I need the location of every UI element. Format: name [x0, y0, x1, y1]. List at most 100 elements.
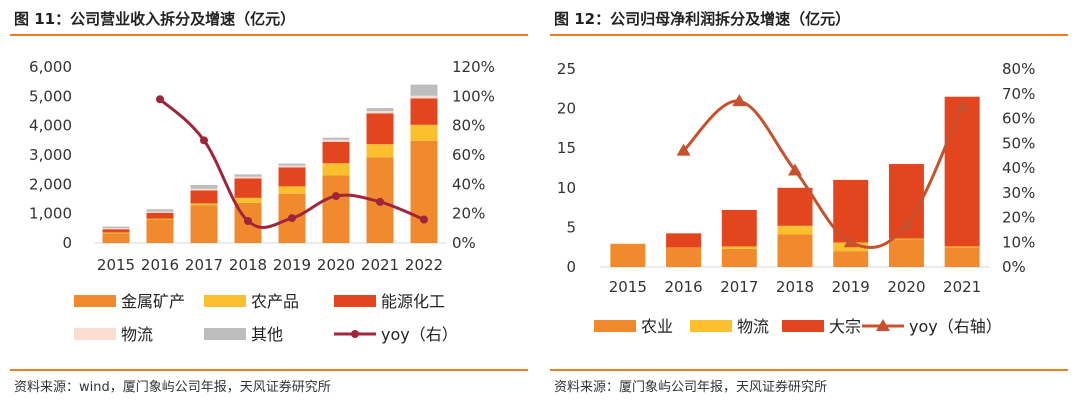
legend-swatch — [334, 295, 376, 307]
chart-title: 图 12：公司归母净利润拆分及增速（亿元） — [554, 10, 851, 28]
x-tick-label: 2015 — [97, 256, 135, 274]
bar-segment-农产品 — [102, 232, 130, 234]
yoy-point — [376, 197, 384, 206]
yoy-point — [200, 136, 208, 145]
source-divider — [10, 369, 528, 371]
legend-label: 其他 — [251, 325, 283, 344]
y2-tick-label: 20% — [1002, 209, 1035, 227]
bar-segment-其他 — [366, 108, 394, 111]
bar-segment-物流 — [777, 225, 813, 235]
legend-swatch — [74, 328, 116, 340]
x-tick-label: 2020 — [887, 278, 925, 296]
bar-segment-物流 — [366, 111, 394, 114]
yoy-point — [244, 217, 252, 225]
legend-label: yoy（右轴） — [909, 317, 1002, 336]
legend-label: 农产品 — [251, 292, 299, 311]
y2-tick-label: 10% — [1002, 233, 1035, 251]
source-note: 资料来源：wind，厦门象屿公司年报，天风证券研究所 — [14, 380, 331, 395]
bar-segment-物流 — [721, 246, 757, 249]
bar-segment-能源化工 — [234, 178, 262, 198]
y2-tick-label: 0% — [452, 234, 476, 252]
bar-segment-能源化工 — [190, 190, 218, 204]
bar-segment-大宗 — [944, 96, 980, 247]
legend-label: yoy（右） — [381, 325, 458, 344]
bar-segment-金属矿产 — [146, 219, 174, 243]
legend-swatch — [690, 320, 732, 332]
chart-panel-net-profit: 图 12：公司归母净利润拆分及增速（亿元） 0 5 10 15 20 25 0% 10% 20%… — [550, 0, 1068, 404]
y-tick-label: 2,000 — [29, 175, 72, 193]
bar-segment-物流 — [322, 139, 350, 142]
bar-segment-农业 — [833, 251, 869, 267]
bar-segment-物流 — [888, 238, 924, 240]
bar-segment-农产品 — [366, 144, 394, 158]
x-tick-label: 2021 — [943, 278, 981, 296]
yoy-line — [682, 99, 964, 250]
bar-segment-金属矿产 — [322, 175, 350, 243]
x-tick-label: 2016 — [664, 278, 702, 296]
yoy-point — [332, 192, 340, 201]
y2-tick-label: 120% — [452, 58, 495, 76]
yoy-point — [288, 214, 296, 223]
bar-segment-其他 — [234, 174, 262, 177]
y-tick-label: 20 — [557, 100, 576, 118]
y2-tick-label: 30% — [1002, 184, 1035, 202]
bar-segment-金属矿产 — [190, 205, 218, 243]
bar-segment-金属矿产 — [102, 233, 130, 243]
bar-segment-能源化工 — [366, 113, 394, 145]
y2-tick-label: 40% — [452, 175, 485, 193]
y2-tick-label: 50% — [1002, 134, 1035, 152]
bar-segment-金属矿产 — [410, 140, 438, 243]
legend-swatch — [594, 320, 636, 332]
chart-title: 图 11：公司营业收入拆分及增速（亿元） — [14, 10, 296, 28]
legend-swatch-marker — [876, 319, 890, 331]
y-tick-label: 15 — [557, 139, 576, 157]
bar-segment-物流 — [944, 246, 980, 248]
title-bar: 图 12：公司归母净利润拆分及增速（亿元） — [550, 0, 1068, 36]
y-tick-label: 25 — [557, 60, 576, 78]
bar-segment-农产品 — [146, 218, 174, 220]
x-tick-label: 2018 — [229, 256, 267, 274]
bar-segment-农产品 — [234, 197, 262, 203]
x-tick-label: 2020 — [317, 256, 355, 274]
y-tick-label: 0 — [62, 234, 72, 252]
bar-segment-其他 — [322, 137, 350, 140]
bar-segment-物流 — [190, 188, 218, 191]
y-tick-label: 1,000 — [29, 205, 72, 223]
y-tick-label: 6,000 — [29, 58, 72, 76]
x-tick-label: 2015 — [609, 278, 647, 296]
bar-segment-农业 — [666, 247, 702, 267]
source-divider — [550, 369, 1068, 371]
legend-label: 物流 — [121, 325, 153, 344]
bar-segment-能源化工 — [278, 167, 306, 187]
y-tick-label: 5 — [566, 218, 576, 236]
legend-swatch — [204, 295, 246, 307]
bar-segment-农业 — [944, 247, 980, 267]
y2-tick-label: 60% — [1002, 110, 1035, 128]
title-bar: 图 11：公司营业收入拆分及增速（亿元） — [10, 0, 528, 36]
legend-label: 金属矿产 — [121, 292, 185, 311]
bar-segment-农产品 — [190, 203, 218, 206]
yoy-point — [676, 143, 691, 156]
bar-segment-其他 — [190, 184, 218, 189]
bar-segment-物流 — [278, 165, 306, 168]
revenue-chart: 0 1,000 2,000 3,000 4,000 5,000 6,000 0% 20% 40% 6… — [29, 58, 495, 344]
bar-segment-农产品 — [322, 163, 350, 176]
legend-label: 物流 — [737, 317, 769, 336]
y2-tick-label: 80% — [452, 117, 485, 135]
x-tick-label: 2019 — [273, 256, 311, 274]
x-tick-label: 2016 — [141, 256, 179, 274]
chart-panel-revenue: 图 11：公司营业收入拆分及增速（亿元） 0 1,000 2,000 3,000 4,0… — [10, 0, 528, 404]
bar-segment-大宗 — [777, 187, 813, 226]
y-tick-label: 3,000 — [29, 146, 72, 164]
bar-segment-能源化工 — [102, 229, 130, 233]
bar-segment-农产品 — [278, 186, 306, 194]
y2-tick-label: 80% — [1002, 60, 1035, 78]
bar-segment-能源化工 — [146, 212, 174, 219]
bar-segment-物流 — [410, 95, 438, 99]
yoy-point — [156, 95, 164, 104]
y2-tick-label: 20% — [452, 205, 485, 223]
bar-segment-其他 — [278, 163, 306, 166]
bar-segment-大宗 — [721, 209, 757, 247]
yoy-point — [420, 215, 428, 224]
bar-segment-物流 — [234, 176, 262, 179]
